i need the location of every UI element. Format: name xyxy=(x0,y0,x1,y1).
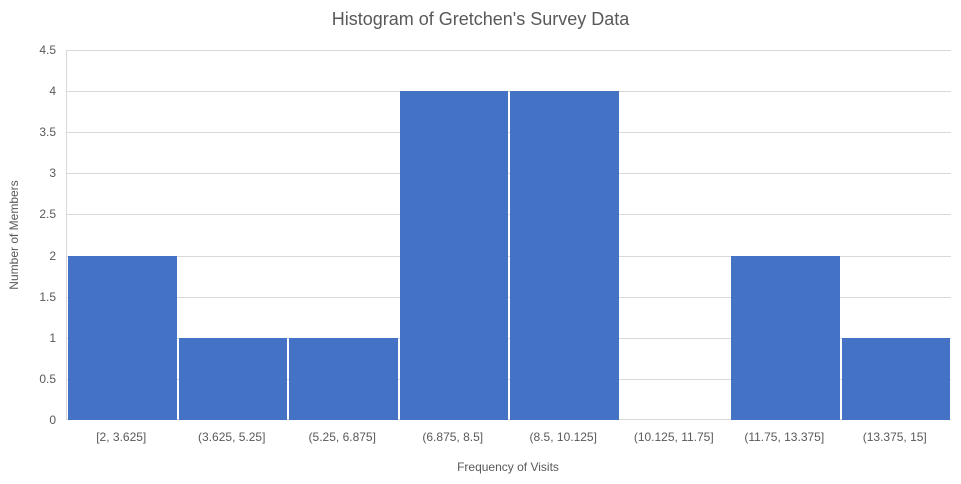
y-tick-label: 4.5 xyxy=(39,43,56,57)
x-tick-label: [2, 3.625] xyxy=(96,430,147,444)
x-tick-label: (5.25, 6.875] xyxy=(308,430,376,444)
x-tick-label: (11.75, 13.375] xyxy=(744,430,825,444)
chart-title: Histogram of Gretchen's Survey Data xyxy=(331,9,630,29)
plot-area xyxy=(66,50,951,420)
x-tick-label: (8.5, 10.125] xyxy=(529,430,597,444)
gridline xyxy=(67,50,951,51)
y-tick-label: 0 xyxy=(49,413,56,427)
histogram-bar xyxy=(510,91,619,420)
gridline xyxy=(67,214,951,215)
histogram-bar xyxy=(68,255,177,420)
y-tick-label: 2 xyxy=(49,249,56,263)
gridline xyxy=(67,379,951,380)
x-tick-label: (6.875, 8.5] xyxy=(422,430,484,444)
histogram-bar xyxy=(178,337,287,420)
histogram-bar xyxy=(731,255,840,420)
gridline xyxy=(67,256,951,257)
y-tick-label: 2.5 xyxy=(39,207,56,221)
y-tick-label: 3.5 xyxy=(39,125,56,139)
gridline xyxy=(67,132,951,133)
y-tick-label: 0.5 xyxy=(39,372,56,386)
histogram-bar xyxy=(399,91,508,420)
gridline xyxy=(67,419,951,420)
x-axis-tick-labels: [2, 3.625] (3.625, 5.25] (5.25, 6.875] (6.8… xyxy=(66,428,950,446)
y-tick-label: 3 xyxy=(49,166,56,180)
x-tick-label: (3.625, 5.25] xyxy=(198,430,266,444)
gridline xyxy=(67,338,951,339)
x-axis-title: Frequency of Visits xyxy=(457,460,559,474)
histogram-bar xyxy=(841,337,950,420)
y-tick-label: 4 xyxy=(49,84,56,98)
gridline xyxy=(67,297,951,298)
gridline xyxy=(67,173,951,174)
histogram-bar xyxy=(289,337,398,420)
x-tick-label: (13.375, 15] xyxy=(862,430,927,444)
gridline xyxy=(67,91,951,92)
y-tick-label: 1 xyxy=(49,331,56,345)
x-tick-label: (10.125, 11.75] xyxy=(633,430,714,444)
y-tick-label: 1.5 xyxy=(39,290,56,304)
y-axis-tick-labels: 0 0.5 1 1.5 2 2.5 3 3.5 4 4.5 xyxy=(0,43,56,427)
